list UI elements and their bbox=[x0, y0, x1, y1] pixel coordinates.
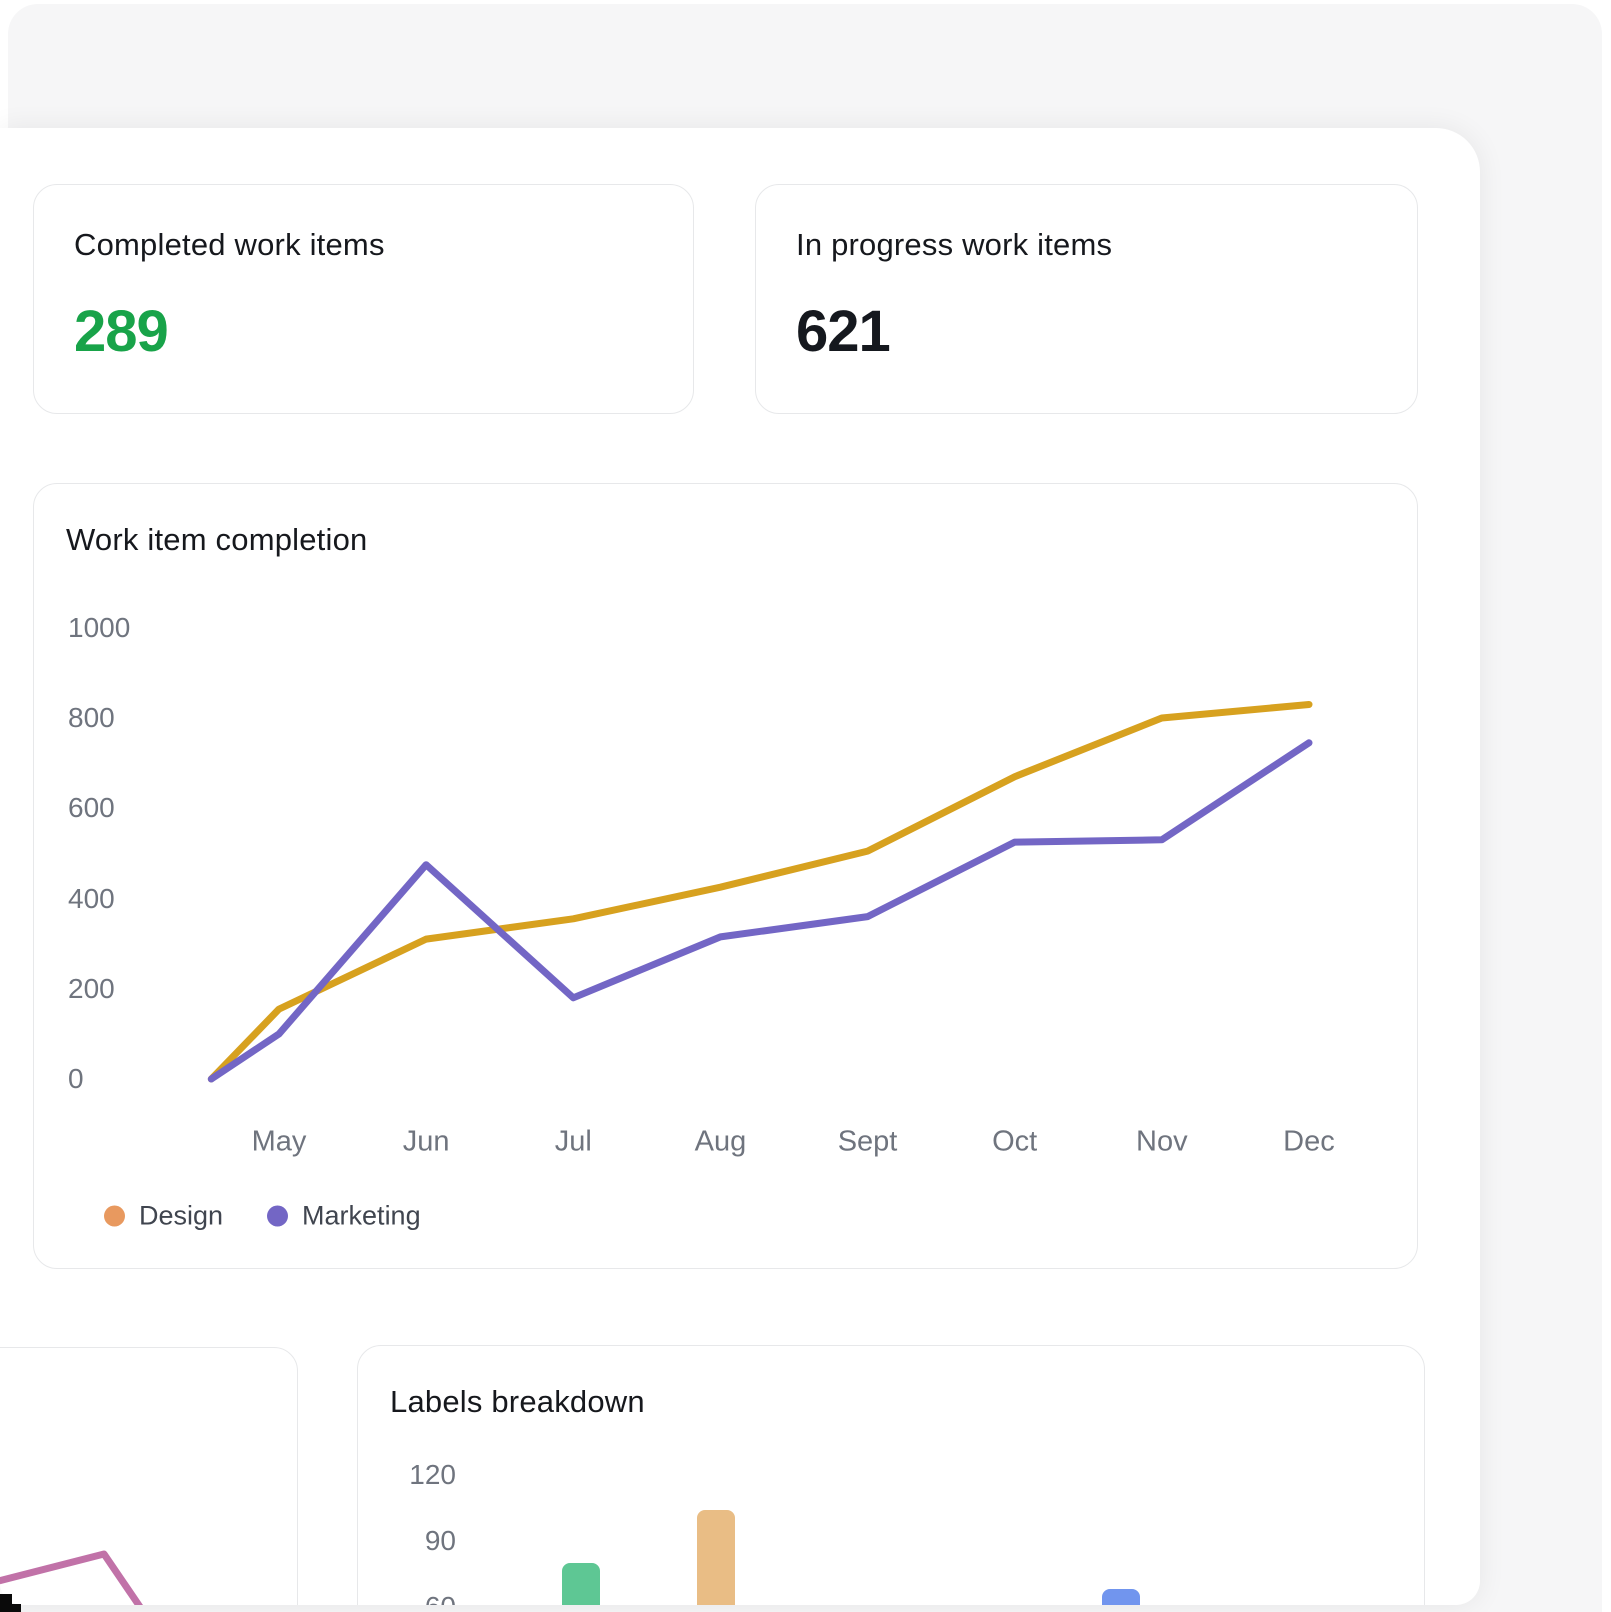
legend-dot-design bbox=[104, 1205, 125, 1227]
y-tick-label: 800 bbox=[68, 702, 115, 733]
y-tick-label: 0 bbox=[68, 1063, 84, 1094]
x-tick-label-sept: Sept bbox=[837, 1125, 898, 1158]
y-tick-label: 120 bbox=[409, 1459, 456, 1490]
stat-title-completed: Completed work items bbox=[74, 227, 385, 262]
completion-chart-legend: Design Marketing bbox=[104, 1201, 421, 1232]
bar-slot-1 bbox=[697, 1510, 735, 1605]
x-tick-label-oct: Oct bbox=[992, 1125, 1038, 1158]
legend-item-marketing[interactable]: Marketing bbox=[267, 1201, 421, 1232]
cutoff-mini-chart-card bbox=[0, 1347, 298, 1605]
x-tick-label-jul: Jul bbox=[554, 1125, 592, 1158]
content-pane: Completed work items 289 In progress wor… bbox=[0, 128, 1480, 1605]
y-tick-label: 600 bbox=[68, 792, 115, 824]
stat-value-in-progress: 621 bbox=[796, 299, 891, 364]
y-tick-label: 60 bbox=[358, 1591, 456, 1605]
y-tick-label: 90 bbox=[424, 1525, 456, 1556]
corner-artifact bbox=[12, 1604, 21, 1612]
mini-line-chart bbox=[0, 1550, 143, 1605]
stat-card-completed: Completed work items 289 bbox=[33, 184, 694, 414]
y-tick-label: 400 bbox=[68, 882, 115, 914]
line-series-marketing bbox=[207, 739, 1313, 1083]
x-tick-label-aug: Aug bbox=[694, 1125, 747, 1158]
bar-slot-0 bbox=[562, 1563, 600, 1605]
y-tick-label: 1000 bbox=[68, 611, 131, 643]
legend-label: Design bbox=[139, 1200, 224, 1231]
mini-line-series bbox=[0, 1550, 143, 1605]
x-tick-label-may: May bbox=[251, 1125, 307, 1158]
x-tick-label-dec: Dec bbox=[1283, 1125, 1335, 1158]
completion-line-chart bbox=[207, 701, 1313, 1083]
legend-label: Marketing bbox=[302, 1200, 421, 1231]
corner-artifact bbox=[0, 1594, 12, 1612]
stat-title-in-progress: In progress work items bbox=[796, 227, 1113, 262]
labels-chart-title: Labels breakdown bbox=[390, 1384, 645, 1419]
stat-card-in-progress: In progress work items 621 bbox=[755, 184, 1418, 414]
line-series-design bbox=[207, 701, 1313, 1083]
x-tick-label-nov: Nov bbox=[1136, 1125, 1188, 1158]
work-item-completion-card: Work item completion 0 200 400 600 800 1000 M… bbox=[33, 483, 1418, 1269]
bar-slot-4 bbox=[1102, 1589, 1140, 1605]
completion-chart-title: Work item completion bbox=[66, 522, 368, 557]
legend-dot-marketing bbox=[267, 1205, 289, 1227]
y-tick-label: 200 bbox=[68, 972, 115, 1004]
stat-value-completed: 289 bbox=[74, 299, 169, 364]
legend-item-design[interactable]: Design bbox=[104, 1201, 223, 1232]
x-tick-label-jun: Jun bbox=[402, 1125, 450, 1158]
labels-breakdown-card: Labels breakdown 120 90 60 bbox=[357, 1345, 1425, 1605]
